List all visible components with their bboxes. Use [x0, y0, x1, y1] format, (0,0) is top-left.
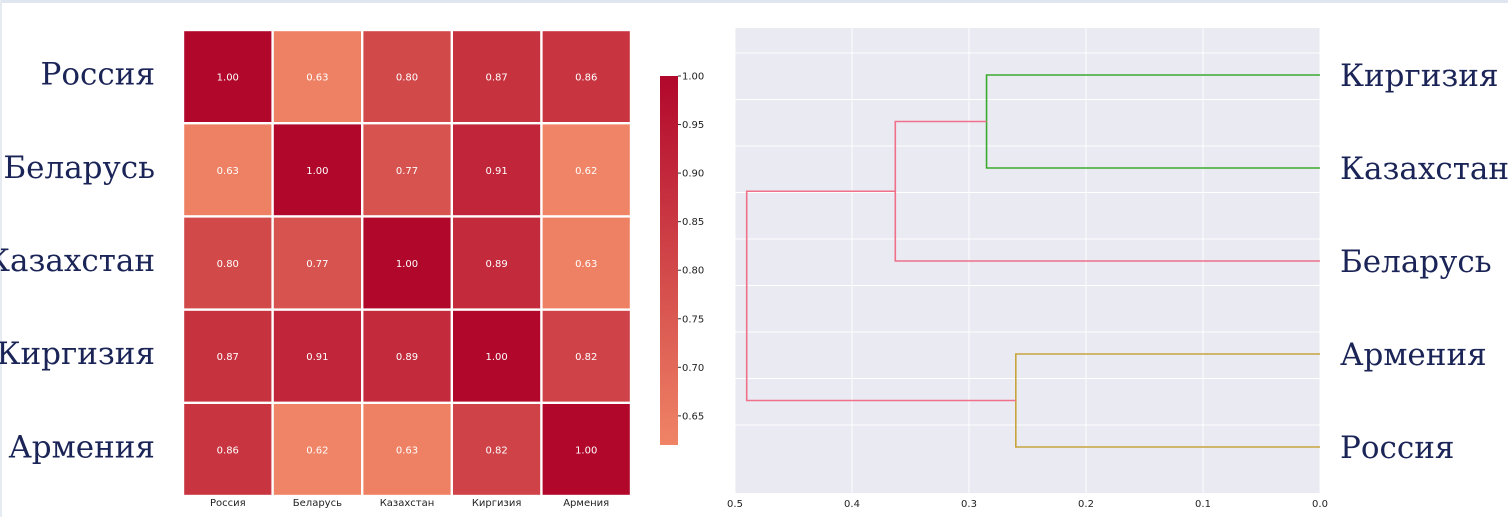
- heatmap-cell: [184, 31, 272, 123]
- heatmap-cell-value: 0.91: [306, 352, 328, 363]
- heatmap-cell-value: 1.00: [485, 352, 507, 363]
- heatmap-cell: [542, 404, 630, 495]
- heatmap-cell-value: 0.63: [575, 259, 597, 270]
- colorbar-tick-label: 0.85: [682, 217, 704, 228]
- heatmap-cell-value: 1.00: [575, 445, 597, 456]
- heatmap-row-label: Армения: [8, 429, 155, 465]
- heatmap-cell: [273, 124, 361, 216]
- heatmap-cell: [542, 310, 630, 402]
- colorbar-tick-label: 0.90: [682, 169, 704, 180]
- heatmap-cell-value: 0.91: [485, 166, 507, 177]
- heatmap-cell: [363, 404, 451, 495]
- heatmap-cell-value: 0.77: [306, 259, 328, 270]
- colorbar-tick-label: 0.70: [682, 363, 704, 374]
- heatmap-cell-value: 0.63: [306, 73, 328, 84]
- heatmap-cell: [542, 31, 630, 123]
- heatmap-row-label: Казахстан: [0, 243, 155, 279]
- heatmap-cell-value: 0.82: [575, 352, 597, 363]
- heatmap-cell: [184, 404, 272, 495]
- colorbar-tick-label: 0.75: [682, 314, 704, 325]
- heatmap-column-label: Киргизия: [472, 498, 522, 509]
- heatmap-cell-value: 0.80: [217, 259, 239, 270]
- heatmap-cell-value: 1.00: [396, 259, 418, 270]
- colorbar: [660, 76, 678, 445]
- dendrogram-x-tick-label: 0.5: [727, 499, 743, 510]
- heatmap-cell-value: 0.87: [217, 352, 239, 363]
- heatmap-cell: [273, 217, 361, 309]
- heatmap-cell-value: 0.82: [485, 445, 507, 456]
- heatmap-cell-value: 0.86: [217, 445, 239, 456]
- heatmap-column-label: Россия: [210, 498, 246, 509]
- dendrogram-leaf-label: Беларусь: [1340, 244, 1492, 280]
- heatmap-cell-value: 0.77: [396, 166, 418, 177]
- heatmap-row-label: Россия: [41, 57, 155, 93]
- heatmap-column-label: Беларусь: [293, 498, 342, 509]
- colorbar-tick-label: 0.65: [682, 411, 704, 422]
- heatmap-cell: [453, 217, 541, 309]
- colorbar-tick-label: 0.80: [682, 266, 704, 277]
- dendrogram-leaf-label: Киргизия: [1340, 58, 1499, 94]
- heatmap-column-label: Казахстан: [380, 498, 435, 509]
- dendrogram: 0.50.40.30.20.10.0РасстояниеКиргизияКаза…: [727, 28, 1508, 517]
- heatmap-cell: [453, 124, 541, 216]
- heatmap-cell: [273, 310, 361, 402]
- heatmap-cell: [363, 310, 451, 402]
- heatmap-cell: [453, 31, 541, 123]
- heatmap-cell: [542, 217, 630, 309]
- heatmap-cell: [363, 217, 451, 309]
- correlation-heatmap: 1.00 0.63 0.80 0.87 0.86 0.63 1.00 0.77 0.91 0.62…: [0, 30, 704, 509]
- correlation-heatmap-panel: 1.00 0.63 0.80 0.87 0.86 0.63 1.00 0.77 0.91 0.62…: [0, 0, 720, 517]
- dendrogram-x-tick-label: 0.2: [1078, 499, 1094, 510]
- colorbar-tick-label: 0.95: [682, 120, 704, 131]
- heatmap-cell-value: 1.00: [306, 166, 328, 177]
- dendrogram-leaf-label: Россия: [1340, 430, 1454, 466]
- heatmap-cell-value: 0.62: [306, 445, 328, 456]
- heatmap-column-label: Армения: [563, 498, 609, 509]
- heatmap-cell-value: 0.80: [396, 73, 418, 84]
- heatmap-cell: [363, 124, 451, 216]
- top-border: [0, 0, 1508, 3]
- heatmap-cell: [184, 124, 272, 216]
- colorbar-tick-label: 1.00: [682, 72, 704, 83]
- dendrogram-x-tick-label: 0.4: [844, 499, 860, 510]
- heatmap-cell: [453, 404, 541, 495]
- heatmap-cell-value: 0.89: [396, 352, 418, 363]
- dendrogram-panel: 0.50.40.30.20.10.0РасстояниеКиргизияКаза…: [700, 0, 1508, 517]
- heatmap-cell: [273, 31, 361, 123]
- heatmap-cell: [184, 310, 272, 402]
- dendrogram-x-tick-label: 0.0: [1312, 499, 1328, 510]
- dendrogram-x-tick-label: 0.3: [961, 499, 977, 510]
- heatmap-cell-value: 0.63: [396, 445, 418, 456]
- heatmap-cell-value: 0.86: [575, 73, 597, 84]
- left-border: [0, 0, 2, 517]
- heatmap-cell: [184, 217, 272, 309]
- heatmap-cell-value: 1.00: [217, 73, 239, 84]
- heatmap-cell-value: 0.62: [575, 166, 597, 177]
- heatmap-row-label: Беларусь: [3, 150, 155, 186]
- heatmap-cell-value: 0.63: [217, 166, 239, 177]
- dendrogram-leaf-label: Казахстан: [1340, 151, 1508, 187]
- heatmap-cell: [363, 31, 451, 123]
- heatmap-cell: [273, 404, 361, 495]
- dendrogram-link: [745, 190, 1016, 402]
- heatmap-row-label: Киргизия: [0, 336, 155, 372]
- heatmap-cell-value: 0.87: [485, 73, 507, 84]
- heatmap-cell: [542, 124, 630, 216]
- heatmap-cell-value: 0.89: [485, 259, 507, 270]
- dendrogram-x-tick-label: 0.1: [1195, 499, 1211, 510]
- dendrogram-leaf-label: Армения: [1340, 337, 1487, 373]
- heatmap-cell: [453, 310, 541, 402]
